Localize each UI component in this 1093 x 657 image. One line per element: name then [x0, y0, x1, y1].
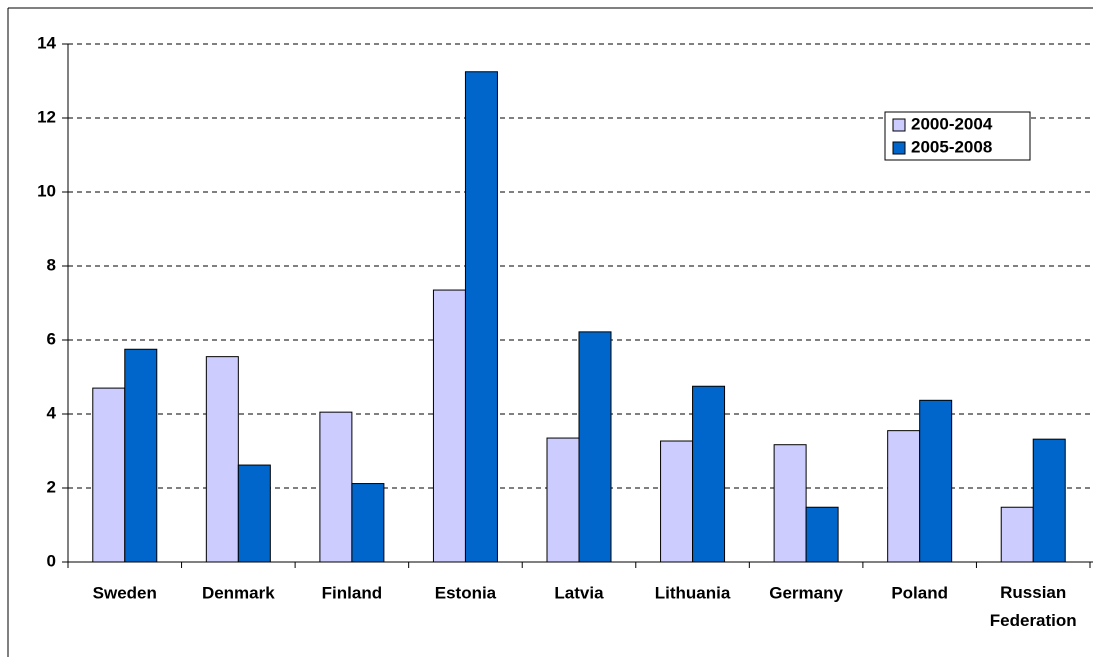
bar [578, 331, 612, 563]
x-tick-label: Sweden [93, 583, 157, 602]
y-tick-label: 2 [47, 477, 56, 496]
x-tick-label: Estonia [435, 583, 497, 602]
y-tick-label: 4 [47, 403, 57, 422]
y-tick-label: 10 [37, 181, 56, 200]
x-tick-label: Latvia [554, 583, 604, 602]
x-tick-label: Poland [891, 583, 948, 602]
y-tick-label: 14 [37, 33, 56, 52]
x-tick-label: Finland [322, 583, 382, 602]
bar [205, 356, 239, 563]
bar [92, 387, 126, 563]
bar [660, 440, 694, 563]
x-tick-label: Denmark [202, 583, 275, 602]
bar [1000, 506, 1034, 563]
legend-box [884, 111, 1031, 161]
x-tick-label: Lithuania [655, 583, 731, 602]
y-tick-label: 6 [47, 329, 56, 348]
legend-label: 2000-2004 [911, 114, 993, 133]
bar [319, 411, 353, 563]
legend-label: 2005-2008 [911, 137, 992, 156]
bar [1032, 438, 1066, 563]
y-tick-label: 0 [47, 551, 56, 570]
bar [546, 437, 580, 563]
y-tick-label: 8 [47, 255, 56, 274]
x-tick-label: Russian Federation [990, 583, 1077, 630]
legend-swatch [892, 118, 906, 132]
bar [124, 348, 158, 563]
bar [692, 385, 726, 563]
bar [351, 483, 385, 563]
bar [464, 71, 498, 563]
bar [805, 506, 839, 563]
bar [773, 444, 807, 563]
bar [887, 430, 921, 563]
bar [237, 464, 271, 563]
bar [919, 399, 953, 563]
bar [432, 289, 466, 563]
y-tick-label: 12 [37, 107, 56, 126]
x-tick-label: Germany [769, 583, 843, 602]
legend-swatch [892, 141, 906, 155]
